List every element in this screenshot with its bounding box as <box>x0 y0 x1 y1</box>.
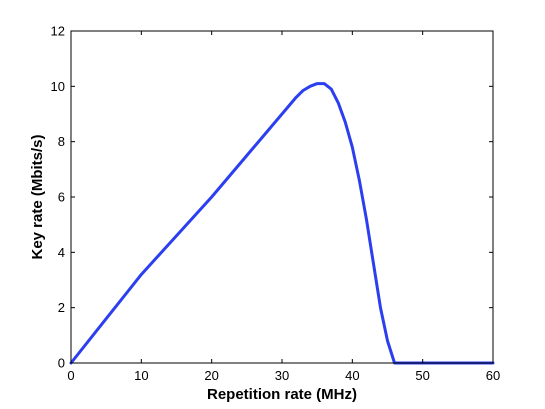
plot-area <box>69 82 495 365</box>
y-axis-label: Key rate (Mbits/s) <box>29 134 46 259</box>
y-axis-tick-labels: 0 2 4 6 8 10 12 <box>51 24 65 371</box>
y-tick-label: 12 <box>51 24 65 39</box>
series-line-0 <box>69 82 495 365</box>
y-tick-label: 0 <box>58 356 65 371</box>
plot-background <box>71 31 493 363</box>
x-axis-label: Repetition rate (MHz) <box>207 386 357 403</box>
plot-frame <box>70 30 494 364</box>
x-tick-label: 40 <box>345 368 359 383</box>
x-tick-label: 10 <box>134 368 148 383</box>
y-tick-label: 10 <box>51 79 65 94</box>
x-tick-label: 0 <box>67 368 74 383</box>
y-tick-label: 4 <box>58 245 65 260</box>
x-tick-label: 20 <box>204 368 218 383</box>
x-tick-label: 50 <box>415 368 429 383</box>
x-axis-tick-labels: 0 10 20 30 40 50 60 <box>67 368 500 383</box>
x-tick-label: 60 <box>486 368 500 383</box>
y-tick-label: 6 <box>58 190 65 205</box>
y-tick-label: 2 <box>58 300 65 315</box>
y-tick-label: 8 <box>58 134 65 149</box>
x-tick-label: 30 <box>275 368 289 383</box>
